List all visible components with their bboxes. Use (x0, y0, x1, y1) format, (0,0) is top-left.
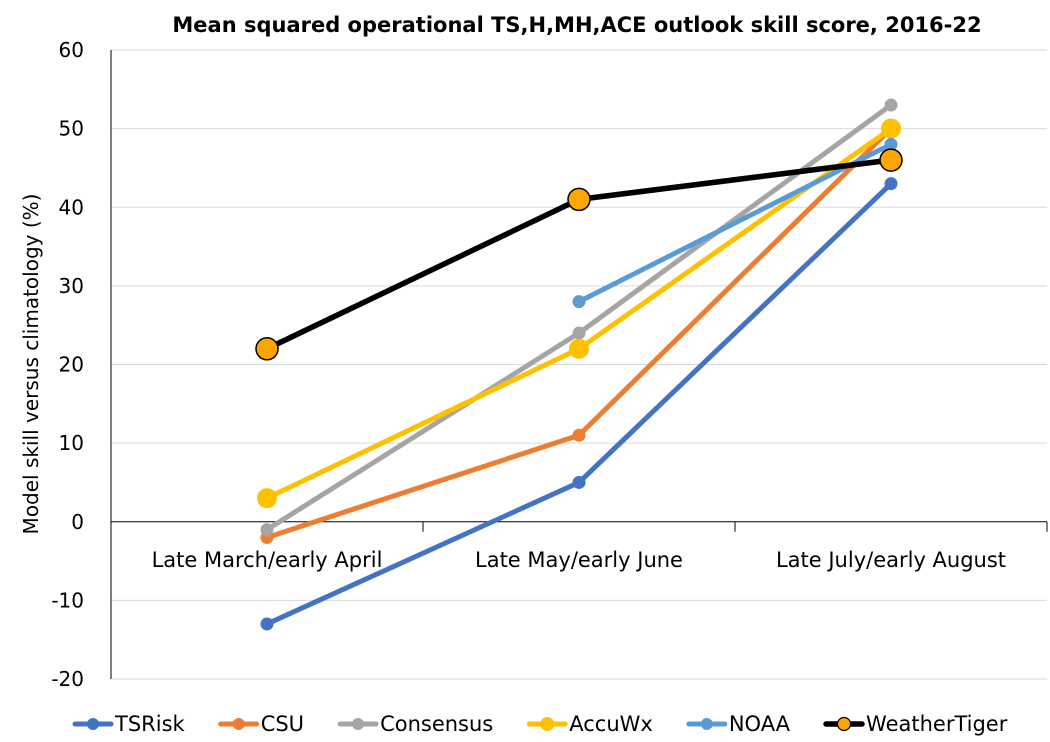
y-tick-label: 30 (59, 274, 84, 298)
y-tick-label: 60 (59, 38, 84, 62)
legend-swatch-marker (836, 716, 852, 732)
y-tick-label: -20 (51, 667, 84, 691)
data-point (572, 295, 586, 309)
legend-swatch-marker (700, 718, 713, 730)
data-point (255, 337, 279, 361)
x-category-labels: Late March/early April Late May/early Jun… (152, 548, 1006, 572)
y-axis-title: Model skill versus climatology (%) (19, 194, 43, 535)
y-tick-label: 40 (59, 195, 84, 219)
legend-item: Consensus (337, 712, 493, 736)
chart-title: Mean squared operational TS,H,MH,ACE out… (172, 13, 981, 37)
data-point (569, 338, 589, 359)
legend-label: Consensus (380, 712, 493, 736)
series-lines (255, 98, 903, 631)
data-point (881, 118, 901, 139)
series-consensus (260, 98, 898, 537)
legend-swatch-marker (352, 718, 365, 730)
legend-label: TSRisk (114, 712, 186, 736)
legend: TSRisk CSU Consensus AccuWx NOAA WeatherTiger (72, 712, 1008, 736)
series-weathertiger (255, 148, 903, 361)
data-point (572, 475, 586, 489)
legend-item: CSU (218, 712, 304, 736)
data-point (884, 137, 898, 151)
y-tick-label: 10 (59, 431, 84, 455)
y-tick-label: -10 (51, 588, 84, 612)
legend-label: WeatherTiger (866, 712, 1008, 736)
series-noaa (572, 137, 898, 309)
y-tick-label: 50 (59, 117, 84, 141)
gridlines (111, 49, 1047, 680)
data-point (572, 326, 586, 340)
data-point (884, 177, 898, 191)
y-tick-labels: -20 -10 0 10 20 30 40 50 60 (51, 38, 84, 691)
series-line (264, 102, 894, 533)
legend-item: WeatherTiger (823, 712, 1008, 736)
legend-item: AccuWx (526, 712, 653, 736)
x-category-label: Late May/early June (475, 548, 683, 572)
y-tick-label: 20 (59, 353, 84, 377)
legend-swatch-marker (540, 717, 555, 731)
x-category-label: Late March/early April (152, 548, 383, 572)
data-point (260, 523, 274, 537)
series-accuwx (257, 118, 901, 509)
legend-item: TSRisk (72, 712, 186, 736)
legend-label: NOAA (729, 712, 791, 736)
data-point (567, 187, 591, 212)
data-point (257, 488, 277, 509)
data-point (572, 428, 586, 442)
legend-label: AccuWx (569, 712, 653, 736)
legend-item: NOAA (686, 712, 791, 736)
data-point (260, 617, 274, 631)
legend-swatch-marker (232, 718, 245, 730)
series-tsrisk (260, 177, 898, 631)
data-point (884, 98, 898, 112)
x-category-label: Late July/early August (776, 548, 1006, 572)
series-line (576, 141, 894, 305)
y-tick-label: 0 (71, 510, 84, 534)
axes (110, 50, 1048, 679)
data-point (879, 148, 903, 172)
legend-swatch-marker (87, 718, 99, 730)
legend-label: CSU (261, 712, 304, 736)
